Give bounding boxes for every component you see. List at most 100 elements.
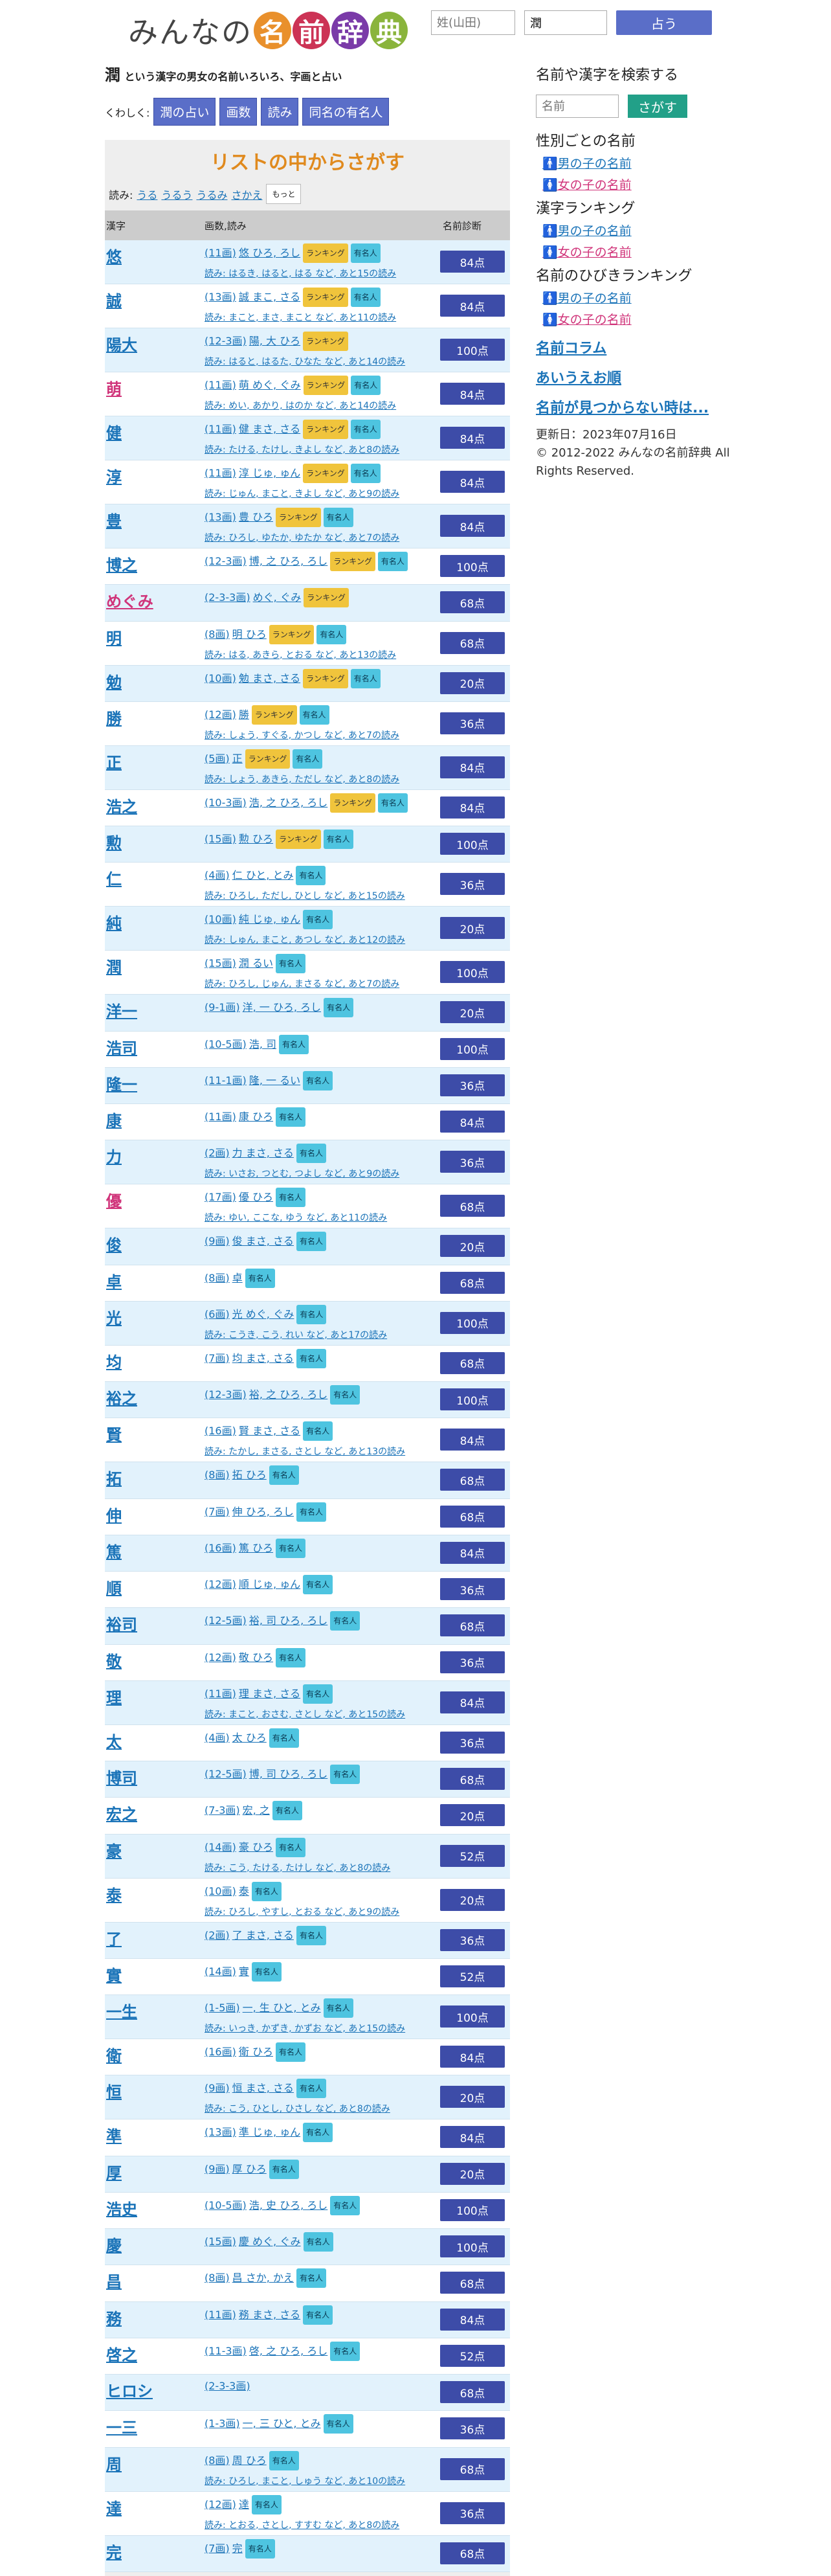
strokes-link[interactable]: (2-3-3画) [205,591,250,604]
strokes-link[interactable]: (10-5画) [205,2198,247,2211]
ranking-badge[interactable]: ランキング [303,420,348,439]
strokes-link[interactable]: (15画) [205,2235,236,2248]
reading-links[interactable]: 光 めぐ, ぐみ [232,1307,294,1320]
reading-list[interactable]: 読み: ひろし, まこと, しゅう など, あと10の読み [205,2476,406,2487]
name-link[interactable]: 理 [106,1688,122,1707]
reading-links[interactable]: 務 まさ, さる [238,2308,301,2321]
reading-links[interactable]: 勲 ひろ [238,833,273,845]
strokes-link[interactable]: (10画) [205,913,236,926]
score-button[interactable]: 52点 [440,1844,505,1867]
name-link[interactable]: 敬 [106,1652,122,1671]
hibiki-boy-link[interactable]: 🚹男の子の名前 [542,291,632,306]
reading-links[interactable]: 豊 ひろ [238,511,273,523]
strokes-link[interactable]: (8画) [205,627,230,640]
name-link[interactable]: 健 [106,424,122,442]
ranking-badge[interactable]: ランキング [330,793,375,813]
given-name-input[interactable] [524,10,607,35]
reading-links[interactable]: めぐ, ぐみ [252,591,302,604]
reading-links[interactable]: 明 ひろ [232,627,267,640]
strokes-link[interactable]: (13画) [205,511,236,523]
famous-badge[interactable]: 有名人 [330,1385,360,1405]
reading-links[interactable]: 裕, 司 ひろ, ろし [249,1614,328,1627]
famous-badge[interactable]: 有名人 [293,749,323,769]
strokes-link[interactable]: (12-5画) [205,1614,247,1627]
name-link[interactable]: 厚 [106,2164,122,2182]
reading-list[interactable]: 読み: しょう, すぐる, かつし など, あと7の読み [205,730,399,741]
name-link[interactable]: 浩史 [106,2200,137,2219]
strokes-link[interactable]: (2画) [205,1928,230,1941]
name-link[interactable]: 光 [106,1309,122,1328]
strokes-link[interactable]: (8画) [205,2454,230,2467]
strokes-link[interactable]: (6画) [205,1307,230,1320]
name-link[interactable]: 一生 [106,2003,137,2021]
ranking-badge[interactable]: ランキング [304,588,349,608]
famous-badge[interactable]: 有名人 [269,1728,299,1748]
name-link[interactable]: 淳 [106,468,122,486]
score-button[interactable]: 84点 [440,471,505,493]
score-button[interactable]: 84点 [440,1429,505,1451]
detail-fortune-button[interactable]: 潤の占い [153,98,216,126]
name-link[interactable]: 隆一 [106,1075,137,1094]
reading-links[interactable]: 厚 ひろ [232,2162,267,2175]
strokes-link[interactable]: (14画) [205,1840,236,1853]
ranking-badge[interactable]: ランキング [251,705,297,725]
famous-badge[interactable]: 有名人 [350,420,381,439]
reading-links[interactable]: 陽, 大 ひろ [249,335,301,347]
reading-links[interactable]: 賢 まさ, さる [238,1425,301,1438]
score-button[interactable]: 84点 [440,796,505,819]
famous-badge[interactable]: 有名人 [251,1961,282,1982]
name-link[interactable]: 一三 [106,2419,137,2437]
score-button[interactable]: 36点 [440,2417,505,2440]
strokes-link[interactable]: (11画) [205,1111,236,1123]
name-link[interactable]: 均 [106,1353,122,1372]
famous-badge[interactable]: 有名人 [377,552,408,571]
reading-links[interactable]: 勉 まさ, さる [238,672,301,684]
ranking-badge[interactable]: ランキング [303,668,348,688]
score-button[interactable]: 84点 [440,295,505,317]
reading-list[interactable]: 読み: ひろし, やすし, とおる など, あと9の読み [205,1906,400,1917]
score-button[interactable]: 20点 [440,1888,505,1911]
strokes-link[interactable]: (7画) [205,1351,230,1364]
strokes-link[interactable]: (7画) [205,1505,230,1518]
reading-link[interactable]: うるう [161,188,193,201]
reading-list[interactable]: 読み: こう, たける, たけし など, あと8の読み [205,1862,391,1873]
reading-links[interactable]: 健 まさ, さる [238,423,301,435]
reading-list[interactable]: 読み: ひろし, ゆたか, ゆたか など, あと7の読み [205,533,400,543]
strokes-link[interactable]: (15画) [205,957,236,970]
score-button[interactable]: 84点 [440,427,505,449]
score-button[interactable]: 84点 [440,383,505,405]
famous-badge[interactable]: 有名人 [323,830,353,849]
famous-badge[interactable]: 有名人 [350,243,381,263]
name-link[interactable]: 卓 [106,1272,122,1291]
score-button[interactable]: 36点 [440,873,505,896]
famous-badge[interactable]: 有名人 [296,2268,326,2288]
score-button[interactable]: 68点 [440,631,505,654]
famous-badge[interactable]: 有名人 [330,1611,360,1631]
reading-list[interactable]: 読み: いさお, つとむ, つよし など, あと9の読み [205,1169,400,1180]
strokes-link[interactable]: (12-3画) [205,555,247,567]
strokes-link[interactable]: (8画) [205,2272,230,2285]
fortune-button[interactable]: 占う [616,10,712,35]
hibiki-girl-link[interactable]: 🚺女の子の名前 [542,313,632,327]
score-button[interactable]: 52点 [440,1965,505,1987]
reading-list[interactable]: 読み: しょう, あきら, ただし など, あと8の読み [205,774,400,785]
reading-links[interactable]: 潤 るい [238,957,273,970]
detail-reading-button[interactable]: 読み [261,98,299,126]
famous-badge[interactable]: 有名人 [303,1684,333,1704]
strokes-link[interactable]: (11画) [205,379,236,391]
name-link[interactable]: 仁 [106,870,122,889]
score-button[interactable]: 68点 [440,1195,505,1217]
score-button[interactable]: 36点 [440,2502,505,2524]
famous-badge[interactable]: 有名人 [316,624,347,644]
strokes-link[interactable]: (10画) [205,672,236,684]
reading-list[interactable]: 読み: はるき, はると, はる など, あと15の読み [205,269,397,279]
reading-list[interactable]: 読み: ひろし, じゅん, まさる など, あと7の読み [205,979,400,990]
famous-badge[interactable]: 有名人 [296,2079,326,2099]
famous-badge[interactable]: 有名人 [296,1232,326,1252]
reading-links[interactable]: 博, 司 ひろ, ろし [249,1768,328,1780]
strokes-link[interactable]: (2画) [205,1147,230,1160]
strokes-link[interactable]: (4画) [205,1731,230,1744]
reading-list[interactable]: 読み: はると, はるた, ひなた など, あと14の読み [205,357,406,367]
name-link[interactable]: 拓 [106,1470,122,1489]
score-button[interactable]: 20点 [440,917,505,940]
